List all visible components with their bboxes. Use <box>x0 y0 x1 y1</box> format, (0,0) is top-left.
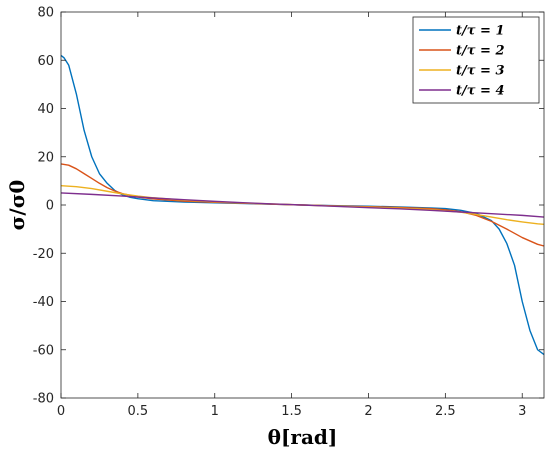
x-tick-label: 2 <box>364 404 372 419</box>
y-tick-label: -80 <box>33 392 54 407</box>
legend-label-1: t/τ = 1 <box>456 24 505 39</box>
y-tick-label: 0 <box>46 199 54 214</box>
legend-label-2: t/τ = 2 <box>456 44 505 59</box>
series-lines <box>60 54 545 356</box>
legend-label-4: t/τ = 4 <box>456 84 505 99</box>
x-tick-label: 0 <box>57 404 65 419</box>
y-axis-label: σ/σ0 <box>5 180 29 231</box>
x-axis-ticks: 0 0.5 1 1.5 2 2.5 3 <box>57 12 526 419</box>
y-tick-label: 60 <box>37 54 54 69</box>
legend-box <box>412 16 540 104</box>
y-tick-label: -40 <box>33 295 54 310</box>
x-tick-label: 3 <box>518 404 526 419</box>
y-tick-label: 40 <box>37 102 54 117</box>
legend-label-3: t/τ = 3 <box>456 64 505 79</box>
x-tick-label: 0.5 <box>128 404 149 419</box>
x-tick-label: 2.5 <box>435 404 456 419</box>
y-tick-label: -60 <box>33 343 54 358</box>
series-line-4 <box>60 192 545 218</box>
y-tick-label: 80 <box>37 6 54 21</box>
legend: t/τ = 1 t/τ = 2 t/τ = 3 t/τ = 4 <box>412 16 540 104</box>
x-tick-label: 1 <box>211 404 219 419</box>
x-tick-label: 1.5 <box>281 404 302 419</box>
x-axis-label: θ[rad] <box>268 425 338 449</box>
y-tick-label: -20 <box>33 247 54 262</box>
y-axis-ticks: 80 60 40 20 0 -20 -40 -60 -80 <box>33 6 544 407</box>
y-tick-label: 20 <box>37 150 54 165</box>
